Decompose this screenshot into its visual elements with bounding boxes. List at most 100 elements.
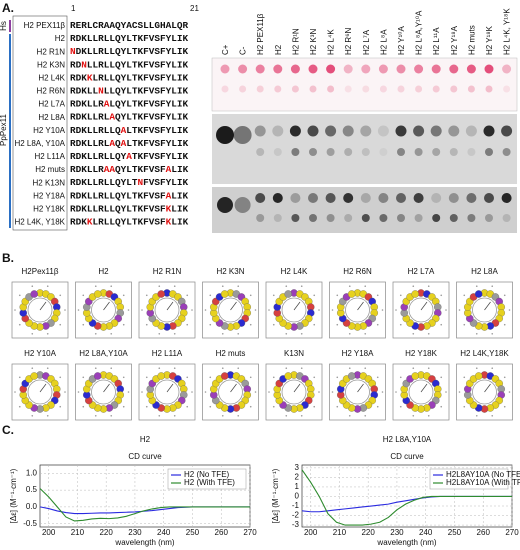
grid-dot <box>237 285 240 288</box>
grid-dot <box>313 323 316 326</box>
blot-dot <box>467 148 476 156</box>
wheel-title: K13N <box>284 349 304 358</box>
residues: RDKLLRLLQYLTKFVSFYLIK <box>70 34 189 45</box>
blot-dot <box>413 193 424 203</box>
blot-column-label: H2 muts <box>467 25 476 55</box>
grid-dot <box>285 285 288 288</box>
blot-column-label: H2 PEX11β <box>256 13 265 55</box>
x-tick-label: 220 <box>99 528 113 537</box>
x-axis-label: wavelength (nm) <box>114 538 174 547</box>
x-tick-label: 230 <box>128 528 142 537</box>
blot-dot <box>430 125 442 137</box>
grid-dot <box>122 405 125 408</box>
residues: K <box>87 73 93 84</box>
residue-dot <box>93 290 102 298</box>
grid-dot <box>158 285 161 288</box>
blot-dot <box>254 125 266 137</box>
position-label: 1 <box>71 4 76 13</box>
residues: LLRLLQYLTKFVSFYLIK <box>87 60 189 71</box>
blot-dot <box>432 214 441 222</box>
variant-name: H2 Y10A <box>33 126 66 135</box>
blot-dot <box>396 64 406 74</box>
grid-dot <box>122 376 125 379</box>
grid-dot <box>110 367 113 370</box>
grid-dot <box>412 367 415 370</box>
wheel-ring <box>218 297 243 323</box>
data-line <box>39 488 250 522</box>
grid-dot <box>110 332 113 335</box>
wheel-ring <box>408 379 434 405</box>
grid-dot <box>463 323 466 326</box>
blot-dot <box>291 85 299 93</box>
blot-dot <box>325 193 336 203</box>
panel-label: A. <box>2 1 14 15</box>
grid-dot <box>376 376 379 379</box>
residues: LLQYLTKFVSFYLIK <box>104 86 189 97</box>
blot-dot <box>466 64 476 74</box>
sequence: RDNLLRLLQYLTKFVSFYLIK <box>70 60 189 71</box>
blot-column-label: H2 R¹N <box>291 28 300 55</box>
sequence: RDKLLRALQYLTKFVSFYLIK <box>70 99 189 110</box>
blot-dot <box>256 214 265 222</box>
y-tick-label: 0.0 <box>26 502 38 511</box>
x-tick-label: 260 <box>477 528 491 537</box>
blot-dot <box>467 85 475 93</box>
y-axis-label: [Δε] (M⁻¹·cm⁻¹) <box>271 468 280 523</box>
grid-dot <box>412 285 415 288</box>
blot-column-label: H2 Y¹⁰A <box>397 25 406 55</box>
residue-dot <box>157 290 165 298</box>
moment-arrow <box>293 383 301 393</box>
blot-dot <box>239 85 247 93</box>
sequence: RERLCRAAQYACSLLGHALQR <box>70 20 189 31</box>
position-label: 21 <box>190 4 199 13</box>
x-tick-label: 250 <box>448 528 462 537</box>
wheel-ring <box>472 379 497 405</box>
residues: A <box>109 112 115 123</box>
wheel-title: H2 L11A <box>152 349 183 358</box>
blot-dot <box>379 85 387 93</box>
blot-dot <box>272 193 283 203</box>
blot-dot <box>255 193 266 203</box>
legend-label: H2 (No TFE) <box>184 470 230 479</box>
x-tick-label: 210 <box>333 528 347 537</box>
blot-column-label: C+ <box>221 44 230 55</box>
grid-dot <box>122 323 125 326</box>
blot-dot <box>484 193 494 203</box>
grid-dot <box>318 391 320 393</box>
grid-dot <box>364 414 367 417</box>
residues: LIK <box>171 204 188 215</box>
legend-box <box>429 468 509 490</box>
blot-dot <box>396 193 406 203</box>
x-tick-label: 200 <box>42 528 56 537</box>
y-tick-label: 0 <box>295 492 300 501</box>
name-box <box>12 15 68 231</box>
grid-dot <box>427 367 430 370</box>
blot-dot <box>485 85 493 93</box>
grid-dot <box>336 323 339 326</box>
grid-dot <box>458 309 461 311</box>
blot-dot <box>465 125 477 137</box>
wheel-ring <box>345 379 370 405</box>
blot-dot <box>360 193 371 203</box>
blot-column-label: H2 L¹¹A <box>432 27 441 55</box>
panel-label: B. <box>2 251 14 265</box>
sequence: NDKLLRLLQYLTKFVSFYLIK <box>70 47 189 58</box>
blot-dot <box>483 125 495 137</box>
blot-dot <box>432 148 441 156</box>
grid-dot <box>300 285 303 288</box>
grid-dot <box>237 367 240 370</box>
blot-dot <box>343 64 353 74</box>
grid-dot <box>272 294 275 297</box>
sequence: RDKLLRLLQYLTNFVSFYLIK <box>70 178 189 189</box>
y-tick-label: 0.5 <box>26 485 38 494</box>
grid-dot <box>145 405 148 408</box>
residue-dot <box>30 372 38 380</box>
grid-dot <box>336 376 339 379</box>
blot-dot <box>326 214 335 222</box>
residues: A <box>121 138 127 149</box>
grid-dot <box>158 332 161 335</box>
residue-dot <box>220 372 229 380</box>
grid-dot <box>285 367 288 370</box>
wheel-ring <box>281 379 307 405</box>
grid-dot <box>237 332 240 335</box>
